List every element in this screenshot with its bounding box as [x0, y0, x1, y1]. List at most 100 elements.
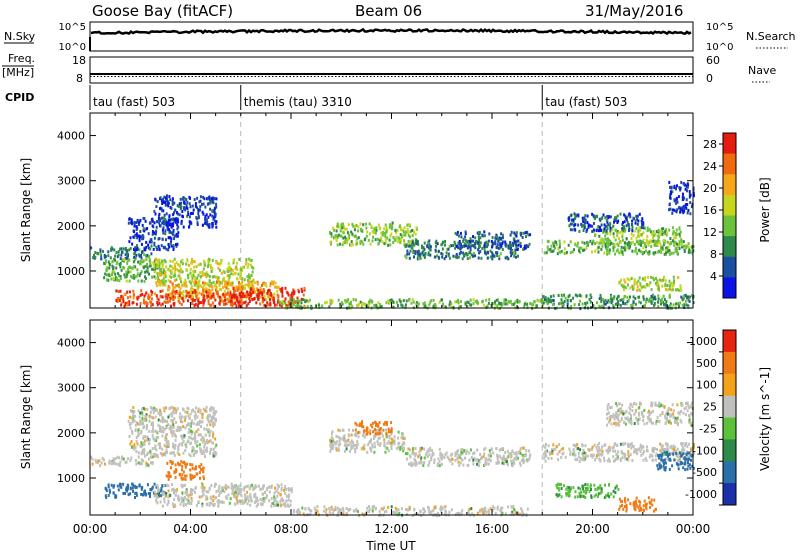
echo-cell: [389, 299, 392, 302]
echo-cell: [281, 294, 284, 298]
echo-cell: [393, 442, 396, 446]
echo-cell: [147, 451, 150, 455]
echo-cell: [631, 303, 634, 306]
echo-cell: [369, 298, 372, 302]
echo-cell: [246, 283, 249, 287]
echo-cell: [110, 462, 113, 466]
echo-cell: [415, 302, 418, 306]
echo-cell: [662, 303, 665, 307]
echo-cell: [331, 507, 334, 511]
echo-cell: [284, 301, 287, 305]
echo-cell: [234, 272, 236, 276]
echo-cell: [227, 262, 230, 266]
echo-cell: [193, 281, 196, 285]
echo-cell: [454, 242, 457, 246]
echo-cell: [662, 227, 665, 231]
echo-cell: [542, 301, 545, 305]
echo-cell: [637, 295, 640, 299]
echo-cell: [428, 303, 431, 307]
colorbar-tick-label: 16: [703, 204, 717, 217]
echo-cell: [366, 230, 369, 234]
echo-cell: [422, 511, 425, 515]
echo-cell: [122, 457, 125, 461]
echo-cell: [144, 275, 146, 279]
echo-cell: [501, 242, 504, 246]
echo-cell: [170, 427, 173, 431]
echo-cell: [681, 298, 684, 302]
echo-cell: [217, 489, 220, 493]
echo-cell: [202, 303, 205, 307]
echo-cell: [642, 285, 645, 289]
echo-cell: [239, 276, 242, 280]
echo-cell: [211, 258, 214, 262]
echo-cell: [148, 419, 151, 423]
echo-cell: [366, 304, 369, 308]
echo-cell: [169, 218, 172, 222]
echo-cell: [176, 204, 179, 208]
echo-cell: [359, 300, 362, 304]
echo-cell: [145, 492, 148, 496]
echo-cell: [608, 238, 610, 242]
echo-cell: [197, 212, 200, 215]
echo-cell: [182, 294, 185, 298]
echo-cell: [671, 239, 674, 243]
echo-cell: [499, 252, 502, 256]
echo-cell: [224, 280, 227, 284]
nsky-label: N.Sky: [4, 30, 36, 43]
echo-cell: [221, 281, 223, 285]
echo-cell: [118, 456, 120, 460]
echo-cell: [458, 239, 461, 243]
echo-cell: [181, 443, 184, 447]
echo-cell: [513, 254, 516, 258]
echo-cell: [142, 298, 145, 302]
echo-cell: [510, 505, 513, 509]
echo-cell: [517, 511, 520, 515]
echo-cell: [578, 299, 581, 303]
echo-cell: [511, 302, 514, 306]
echo-cell: [604, 216, 607, 220]
echo-cell: [182, 225, 185, 229]
echo-cell: [150, 218, 153, 222]
echo-cell: [429, 253, 432, 257]
echo-cell: [664, 248, 667, 252]
echo-cell: [663, 241, 666, 245]
echo-cell: [332, 226, 335, 230]
echo-cell: [674, 288, 677, 292]
echo-cell: [142, 235, 145, 239]
echo-cell: [159, 444, 161, 448]
echo-cell: [199, 199, 202, 203]
echo-cell: [207, 265, 209, 268]
echo-cell: [119, 247, 122, 251]
echo-cell: [675, 228, 678, 232]
echo-cell: [479, 241, 482, 245]
echo-cell: [300, 297, 303, 301]
echo-cell: [140, 462, 143, 466]
echo-cell: [371, 445, 374, 449]
echo-cell: [268, 293, 271, 297]
echo-cell: [158, 262, 161, 265]
echo-cell: [571, 222, 573, 226]
echo-cell: [263, 294, 266, 298]
echo-cell: [484, 251, 486, 255]
echo-cell: [141, 411, 144, 415]
echo-cell: [191, 276, 194, 280]
echo-cell: [396, 512, 399, 516]
echo-cell: [532, 303, 535, 307]
echo-cell: [635, 214, 638, 218]
echo-cell: [627, 240, 630, 244]
echo-cell: [102, 458, 105, 462]
echo-cell: [218, 487, 221, 490]
echo-cell: [154, 454, 157, 458]
echo-cell: [192, 270, 195, 274]
echo-cell: [328, 507, 331, 510]
echo-cell: [692, 186, 695, 190]
echo-cell: [501, 233, 504, 237]
echo-cell: [91, 462, 94, 466]
echo-cell: [657, 238, 660, 242]
echo-cell: [339, 442, 342, 446]
echo-cell: [171, 282, 174, 286]
echo-cell: [669, 304, 672, 308]
echo-cell: [338, 448, 340, 452]
echo-cell: [464, 238, 467, 242]
echo-cell: [239, 492, 242, 496]
